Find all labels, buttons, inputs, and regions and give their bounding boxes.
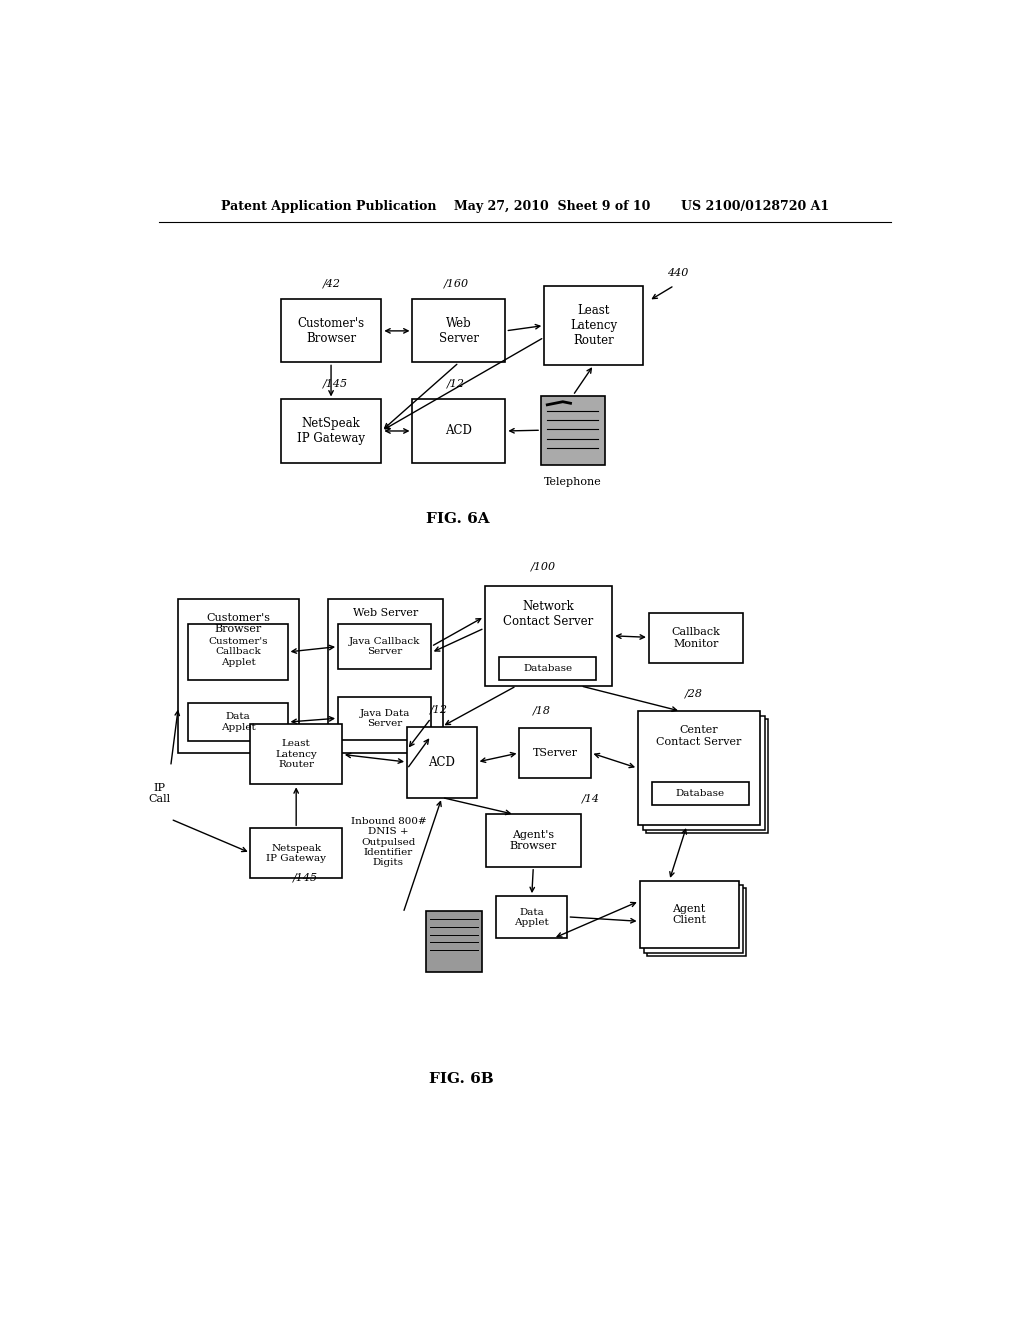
Text: Center
Contact Server: Center Contact Server: [656, 725, 741, 747]
Text: /18: /18: [534, 706, 551, 715]
Bar: [178, 599, 299, 752]
Text: /145: /145: [293, 873, 318, 882]
Text: Customer's
Browser: Customer's Browser: [206, 612, 270, 635]
Text: Customer's
Callback
Applet: Customer's Callback Applet: [208, 638, 268, 667]
Text: /12: /12: [430, 705, 449, 714]
Text: /14: /14: [583, 793, 600, 804]
Bar: [644, 886, 743, 953]
Bar: [519, 729, 591, 779]
Text: Network
Contact Server: Network Contact Server: [503, 599, 593, 627]
Text: IP
Call: IP Call: [147, 783, 170, 804]
Text: Database: Database: [523, 664, 572, 673]
Text: /42: /42: [324, 279, 341, 289]
Text: Database: Database: [676, 789, 725, 799]
Text: TServer: TServer: [532, 748, 578, 758]
Text: /160: /160: [443, 279, 469, 289]
Bar: [251, 829, 342, 878]
Bar: [413, 400, 506, 462]
Bar: [638, 711, 761, 825]
Text: Java Data
Server: Java Data Server: [359, 709, 410, 729]
Bar: [486, 814, 581, 867]
Bar: [328, 599, 442, 752]
Text: 440: 440: [667, 268, 688, 277]
Bar: [407, 726, 477, 797]
Text: ACD: ACD: [445, 425, 472, 437]
Text: /12: /12: [447, 379, 465, 388]
Bar: [188, 702, 288, 742]
Text: Customer's
Browser: Customer's Browser: [298, 317, 365, 345]
Bar: [643, 715, 765, 830]
Bar: [281, 400, 381, 462]
Text: Data
Applet: Data Applet: [514, 908, 549, 927]
Text: Web Server: Web Server: [352, 609, 418, 618]
Bar: [496, 896, 567, 939]
Text: NetSpeak
IP Gateway: NetSpeak IP Gateway: [297, 417, 365, 445]
Bar: [413, 300, 506, 363]
Text: FIG. 6B: FIG. 6B: [429, 1072, 494, 1085]
Text: Patent Application Publication    May 27, 2010  Sheet 9 of 10       US 2100/0128: Patent Application Publication May 27, 2…: [221, 199, 828, 213]
Text: ACD: ACD: [428, 755, 456, 768]
Text: /100: /100: [531, 562, 556, 572]
Text: /145: /145: [324, 379, 348, 388]
Text: Java Callback
Server: Java Callback Server: [349, 636, 420, 656]
Bar: [426, 911, 482, 972]
Text: Agent
Client: Agent Client: [672, 904, 706, 925]
Bar: [649, 612, 743, 663]
Bar: [541, 396, 604, 465]
Text: Telephone: Telephone: [544, 478, 602, 487]
Text: Web
Server: Web Server: [439, 317, 479, 345]
Text: Agent's
Browser: Agent's Browser: [510, 830, 557, 851]
Text: Least
Latency
Router: Least Latency Router: [275, 739, 317, 770]
Text: Inbound 800#
DNIS +
Outpulsed
Identifier
Digits: Inbound 800# DNIS + Outpulsed Identifier…: [350, 817, 426, 867]
Text: /28: /28: [684, 689, 702, 700]
Bar: [251, 725, 342, 784]
Text: FIG. 6A: FIG. 6A: [426, 512, 489, 525]
Bar: [500, 657, 596, 681]
Bar: [646, 719, 768, 833]
Text: Least
Latency
Router: Least Latency Router: [570, 304, 617, 347]
Bar: [640, 880, 738, 948]
Bar: [188, 624, 288, 680]
Text: Netspeak
IP Gateway: Netspeak IP Gateway: [266, 843, 327, 863]
Bar: [544, 286, 643, 364]
Bar: [281, 300, 381, 363]
Bar: [338, 697, 431, 739]
Bar: [338, 624, 431, 669]
Bar: [647, 888, 746, 956]
Text: Data
Applet: Data Applet: [221, 713, 255, 731]
Text: Callback
Monitor: Callback Monitor: [672, 627, 721, 648]
Bar: [652, 781, 749, 805]
Bar: [484, 586, 612, 686]
